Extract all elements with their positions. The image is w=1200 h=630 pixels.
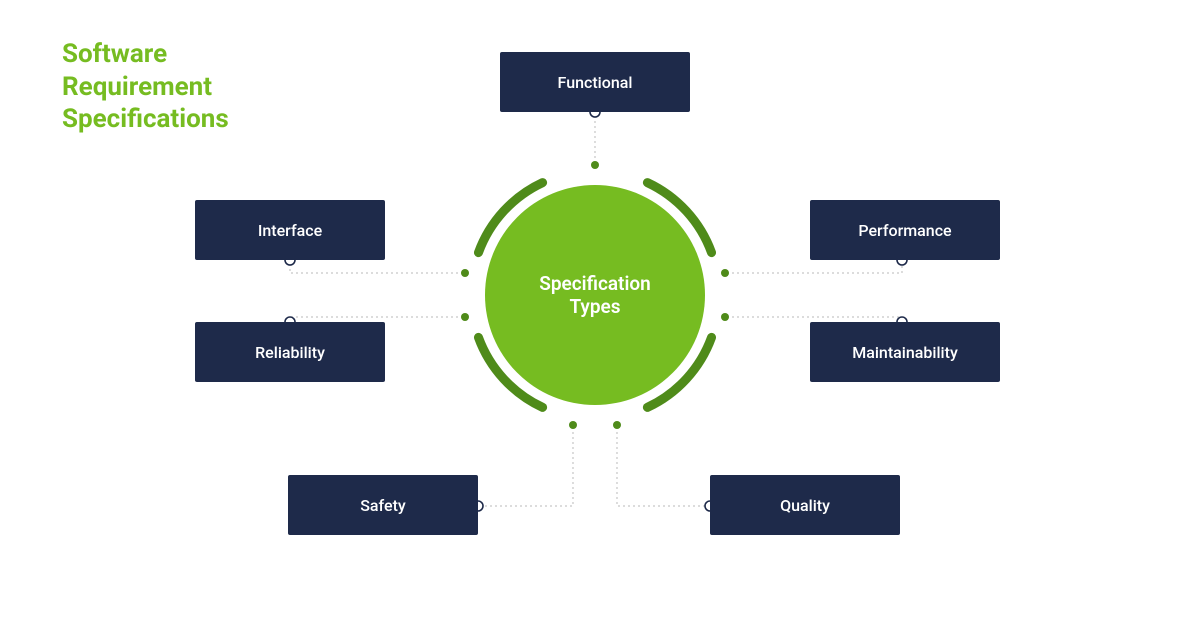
node-maintainability: Maintainability [810,322,1000,382]
diagram-canvas: Software Requirement Specifications Spec… [0,0,1200,630]
hub-label: Specification Types [539,272,651,318]
node-reliability: Reliability [195,322,385,382]
node-label: Functional [558,73,633,92]
node-label: Safety [360,496,406,515]
node-functional: Functional [500,52,690,112]
hub-circle: Specification Types [485,185,705,405]
node-label: Interface [258,221,322,240]
node-label: Quality [780,496,830,515]
node-label: Reliability [255,343,325,362]
node-safety: Safety [288,475,478,535]
node-quality: Quality [710,475,900,535]
node-performance: Performance [810,200,1000,260]
node-interface: Interface [195,200,385,260]
node-label: Performance [858,221,951,240]
node-label: Maintainability [852,343,958,362]
diagram-title: Software Requirement Specifications [62,38,229,136]
